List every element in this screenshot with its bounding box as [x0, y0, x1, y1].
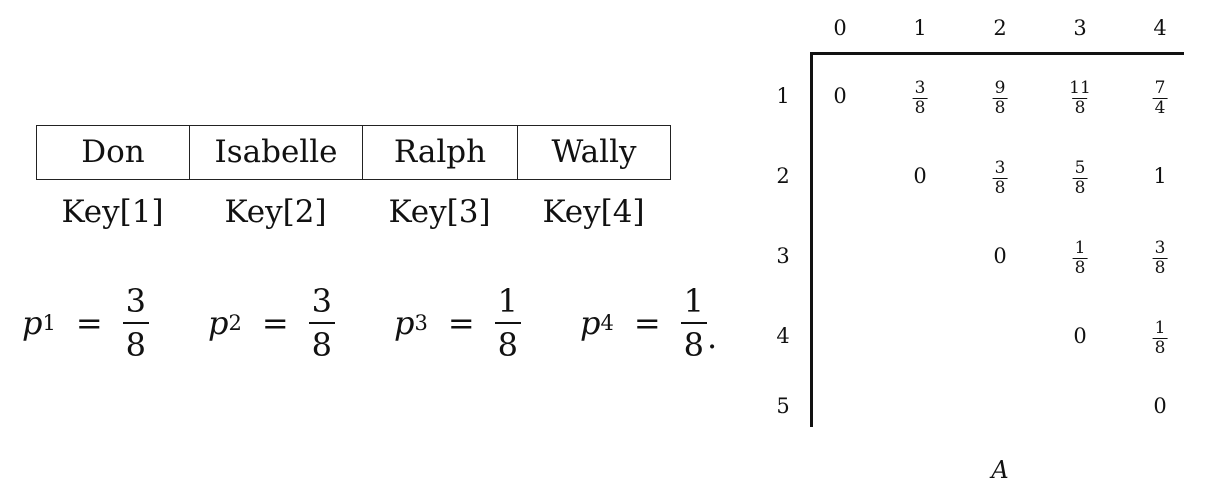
matrix-cell: 11 8: [1067, 74, 1093, 118]
prob-subscript: 2: [228, 311, 242, 335]
fraction-denominator: 8: [1152, 258, 1168, 278]
matrix-row-header: 2: [776, 164, 790, 188]
prob-equals: =: [75, 304, 103, 342]
key-cell-ralph: Ralph: [362, 125, 518, 180]
prob-variable: p: [22, 304, 43, 342]
prob-variable: p: [394, 304, 415, 342]
matrix-cell: 0: [1153, 394, 1167, 418]
fraction-denominator: 8: [912, 98, 928, 118]
key-cell-wally: Wally: [517, 125, 671, 180]
key-labels: Key[1] Key[2] Key[3] Key[4]: [36, 190, 670, 234]
prob-fraction: 3 8: [122, 280, 150, 366]
matrix-column-header: 3: [1073, 16, 1087, 40]
prob-subscript: 4: [600, 311, 614, 335]
matrix-cell: 0: [913, 164, 927, 188]
key-label-4: Key[4]: [542, 194, 645, 230]
key-label-3: Key[3]: [388, 194, 491, 230]
fraction-numerator: 1: [1154, 318, 1166, 338]
matrix-cell: 0: [833, 84, 847, 108]
matrix-cell-fraction: 11 8: [1067, 79, 1093, 118]
fraction-denominator: 8: [1152, 338, 1168, 358]
matrix-row-header: 5: [776, 394, 790, 418]
matrix-column-header: 1: [913, 16, 927, 40]
key-cell-don: Don: [36, 125, 190, 180]
fraction-numerator: 5: [1074, 158, 1086, 178]
key-label-2: Key[2]: [224, 194, 327, 230]
prob-variable: p: [208, 304, 229, 342]
prob-fraction: 3 8: [308, 280, 336, 366]
matrix-column-header: 4: [1153, 16, 1167, 40]
matrix-horizontal-rule: [810, 52, 1184, 55]
key-cell-isabelle: Isabelle: [189, 125, 363, 180]
fraction-numerator: 3: [125, 282, 147, 320]
prob-trailing-period: .: [707, 318, 718, 356]
fraction-numerator: 1: [1074, 238, 1086, 258]
fraction-numerator: 11: [1069, 78, 1091, 98]
matrix-caption: A: [991, 456, 1009, 484]
fraction-denominator: 8: [1072, 258, 1088, 278]
prob-fraction: 1 8: [494, 280, 522, 366]
matrix-cell: 0: [993, 244, 1007, 268]
fraction-denominator: 8: [308, 322, 336, 366]
matrix-row-header: 1: [776, 84, 790, 108]
prob-variable: p: [580, 304, 601, 342]
prob-equals: =: [633, 304, 661, 342]
keys-table: Don Isabelle Ralph Wally: [36, 125, 671, 180]
fraction-numerator: 9: [994, 78, 1006, 98]
fraction-numerator: 3: [994, 158, 1006, 178]
fraction-numerator: 7: [1154, 78, 1166, 98]
fraction-denominator: 8: [494, 322, 522, 366]
prob-subscript: 3: [414, 311, 428, 335]
fraction-numerator: 1: [497, 282, 519, 320]
prob-equals: =: [261, 304, 289, 342]
prob-subscript: 1: [42, 311, 56, 335]
fraction-numerator: 3: [1154, 238, 1166, 258]
matrix-vertical-rule: [810, 52, 813, 427]
keys-table-row: Don Isabelle Ralph Wally: [36, 125, 671, 180]
matrix-column-header: 2: [993, 16, 1007, 40]
matrix-row-header: 3: [776, 244, 790, 268]
fraction-numerator: 3: [914, 78, 926, 98]
matrix-column-header: 0: [833, 16, 847, 40]
fraction-denominator: 8: [122, 322, 150, 366]
prob-fraction: 1 8: [680, 280, 708, 366]
fraction-denominator: 8: [992, 178, 1008, 198]
fraction-denominator: 8: [680, 322, 708, 366]
key-label-1: Key[1]: [61, 194, 164, 230]
prob-equals: =: [447, 304, 475, 342]
matrix-row-header: 4: [776, 324, 790, 348]
fraction-denominator: 4: [1152, 98, 1168, 118]
fraction-numerator: 1: [683, 282, 705, 320]
matrix-cell: 0: [1073, 324, 1087, 348]
fraction-denominator: 8: [1072, 98, 1088, 118]
matrix-cell: 1: [1153, 164, 1167, 188]
fraction-denominator: 8: [992, 98, 1008, 118]
fraction-numerator: 3: [311, 282, 333, 320]
fraction-denominator: 8: [1072, 178, 1088, 198]
